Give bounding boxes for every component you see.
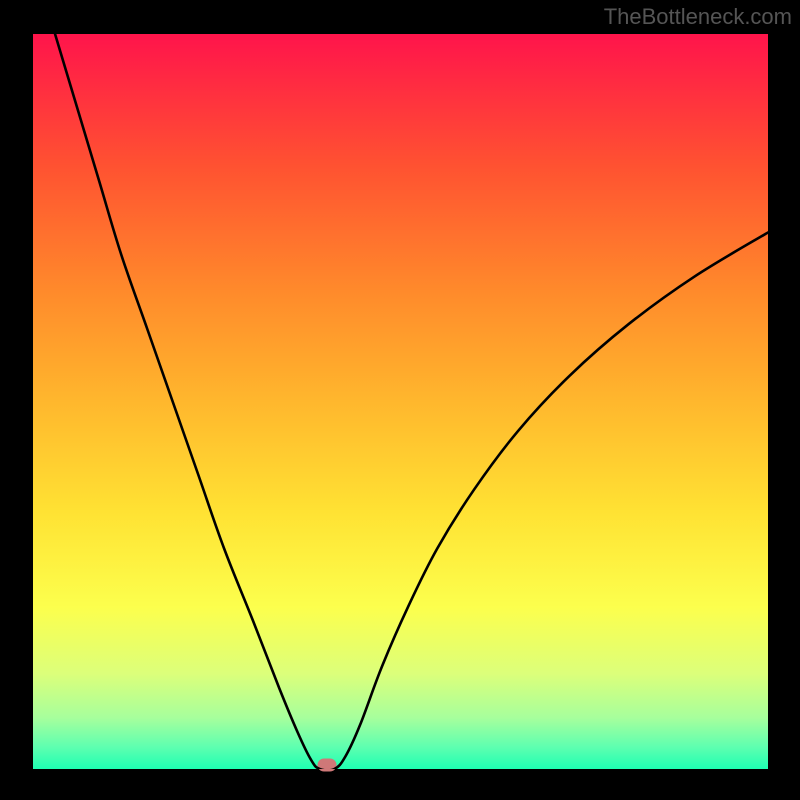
attribution-text: TheBottleneck.com: [604, 4, 792, 30]
bottleneck-curve: [33, 34, 768, 769]
chart-container: TheBottleneck.com: [0, 0, 800, 800]
curve-path: [55, 34, 768, 769]
plot-area: [33, 34, 768, 769]
bottleneck-marker: [318, 759, 337, 772]
